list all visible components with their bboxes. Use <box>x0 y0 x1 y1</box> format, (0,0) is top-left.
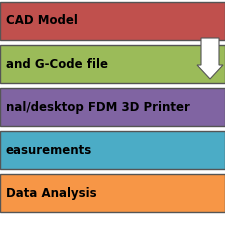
Bar <box>0 131 225 169</box>
Text: Data Analysis: Data Analysis <box>6 187 97 200</box>
Bar <box>0 174 225 212</box>
Polygon shape <box>197 38 223 79</box>
Bar <box>0 2 225 40</box>
Bar <box>0 88 225 126</box>
Text: easurements: easurements <box>6 144 92 157</box>
Text: nal/desktop FDM 3D Printer: nal/desktop FDM 3D Printer <box>6 101 190 113</box>
Text: and G-Code file: and G-Code file <box>6 58 108 70</box>
Text: CAD Model: CAD Model <box>6 14 78 27</box>
Bar <box>0 45 225 83</box>
